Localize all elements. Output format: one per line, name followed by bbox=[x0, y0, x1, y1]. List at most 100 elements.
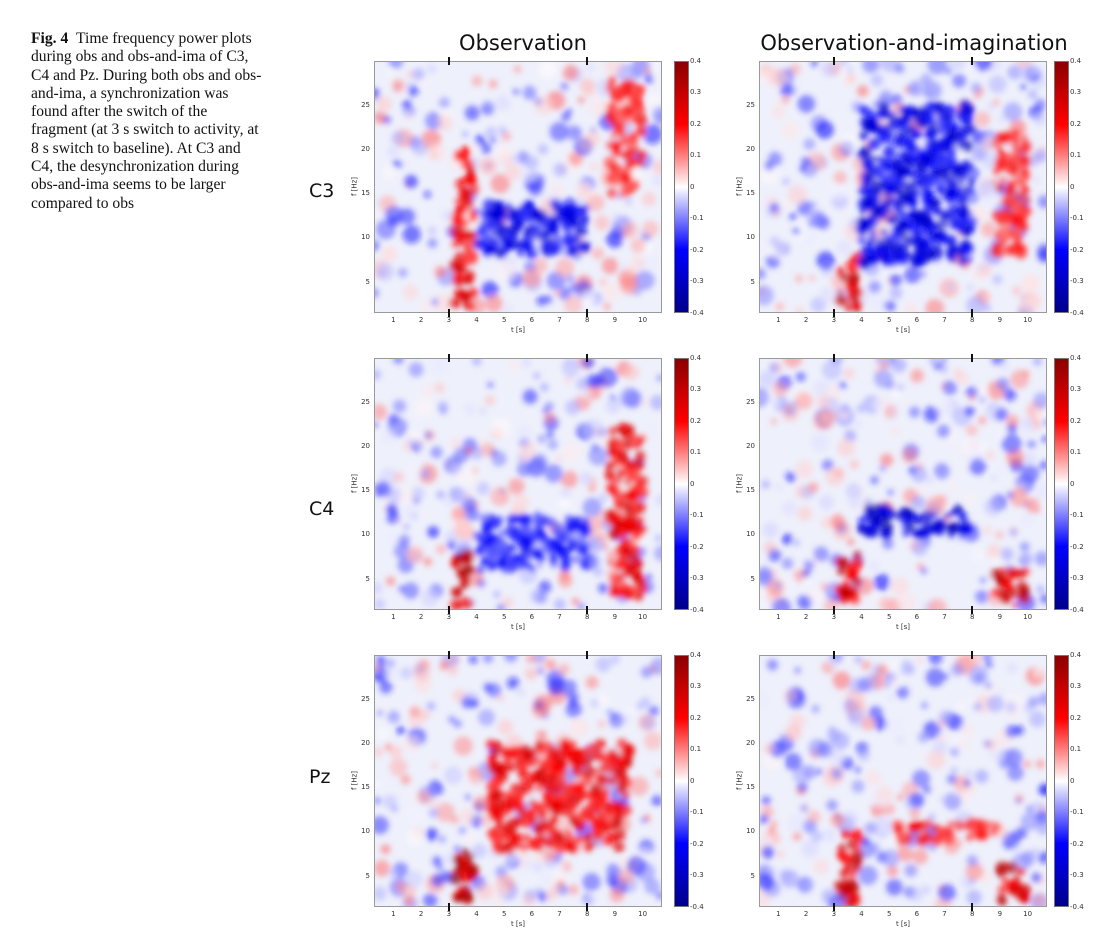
noise-blob bbox=[909, 792, 925, 808]
heatmap-plot-area bbox=[374, 655, 662, 907]
noise-blob bbox=[635, 270, 655, 290]
event-marker-bottom-3s bbox=[447, 309, 450, 317]
noise-blob bbox=[553, 598, 566, 610]
noise-blob bbox=[439, 407, 447, 415]
noise-blob bbox=[788, 212, 797, 221]
feature-blob-1 bbox=[884, 148, 890, 154]
x-tick-label: 4 bbox=[474, 613, 479, 621]
feature-blob-1 bbox=[956, 188, 963, 195]
noise-blob bbox=[374, 288, 379, 298]
noise-blob bbox=[386, 487, 403, 504]
noise-blob bbox=[1031, 872, 1042, 883]
noise-blob bbox=[604, 61, 624, 76]
feature-blob-2 bbox=[626, 444, 632, 450]
noise-blob bbox=[802, 575, 812, 585]
noise-blob bbox=[818, 286, 837, 305]
noise-blob bbox=[393, 471, 405, 483]
noise-blob bbox=[453, 719, 462, 728]
feature-blob-1 bbox=[526, 201, 534, 209]
noise-blob bbox=[382, 429, 396, 444]
feature-blob-1 bbox=[886, 122, 893, 128]
noise-blob bbox=[1037, 851, 1047, 864]
noise-blob bbox=[609, 887, 625, 903]
feature-blob-2 bbox=[630, 433, 637, 440]
noise-blob bbox=[1028, 696, 1039, 708]
feature-blob-1 bbox=[924, 175, 936, 188]
feature-blob-2 bbox=[614, 547, 621, 554]
noise-blob bbox=[1009, 488, 1029, 507]
noise-blob bbox=[883, 681, 891, 689]
feature-blob-0 bbox=[846, 568, 859, 581]
feature-blob-1 bbox=[597, 765, 605, 773]
noise-blob bbox=[1023, 760, 1032, 768]
noise-blob bbox=[402, 582, 420, 599]
noise-blob bbox=[532, 862, 543, 873]
noise-blob bbox=[516, 462, 532, 477]
feature-blob-1 bbox=[900, 506, 912, 518]
feature-blob-1 bbox=[933, 523, 946, 536]
noise-blob bbox=[785, 724, 802, 741]
noise-blob bbox=[375, 219, 396, 240]
colorbar-tick-label: -0.2 bbox=[1070, 245, 1084, 254]
noise-blob bbox=[965, 424, 978, 437]
feature-blob-1 bbox=[574, 820, 580, 827]
noise-blob bbox=[788, 185, 807, 205]
x-tick-label: 3 bbox=[831, 316, 837, 324]
feature-blob-0 bbox=[833, 880, 847, 893]
feature-blob-1 bbox=[598, 752, 611, 765]
colorbar-tick-label: -0.1 bbox=[1070, 511, 1084, 519]
noise-blob bbox=[772, 361, 785, 374]
feature-blob-0 bbox=[468, 566, 476, 574]
noise-blob bbox=[910, 369, 924, 383]
feature-blob-2 bbox=[622, 459, 629, 466]
noise-blob bbox=[816, 395, 830, 408]
feature-blob-1 bbox=[965, 526, 974, 535]
feature-blob-0 bbox=[461, 145, 470, 154]
x-tick-label: 7 bbox=[942, 910, 947, 918]
noise-blob bbox=[925, 668, 945, 687]
noise-blob bbox=[781, 121, 800, 140]
feature-blob-1 bbox=[485, 739, 496, 749]
noise-blob bbox=[946, 282, 955, 292]
noise-blob bbox=[965, 862, 984, 881]
feature-blob-2 bbox=[1001, 876, 1009, 885]
noise-blob bbox=[963, 655, 982, 669]
x-tick-label: 10 bbox=[1023, 613, 1033, 621]
noise-blob bbox=[785, 471, 797, 483]
noise-blob bbox=[830, 812, 845, 828]
x-tick-label: 2 bbox=[418, 613, 424, 621]
noise-blob bbox=[479, 813, 493, 827]
noise-blob bbox=[406, 546, 424, 564]
y-tick-label: 20 bbox=[361, 144, 370, 153]
noise-blob bbox=[935, 400, 953, 418]
noise-blob bbox=[602, 302, 611, 311]
feature-blob-1 bbox=[578, 749, 587, 757]
feature-blob-0 bbox=[838, 585, 852, 598]
noise-blob bbox=[942, 380, 958, 396]
noise-blob bbox=[652, 159, 662, 176]
feature-blob-1 bbox=[858, 221, 871, 234]
feature-blob-2 bbox=[612, 453, 620, 461]
feature-blob-1 bbox=[536, 231, 548, 242]
feature-blob-2 bbox=[1009, 152, 1020, 163]
feature-blob-2 bbox=[614, 558, 627, 571]
feature-blob-1 bbox=[621, 774, 629, 781]
feature-blob-2 bbox=[1009, 568, 1021, 579]
noise-blob bbox=[837, 438, 855, 457]
feature-blob-1 bbox=[958, 179, 965, 186]
noise-blob bbox=[813, 546, 829, 562]
heatmap-svg bbox=[759, 655, 1047, 907]
x-tick-label: 6 bbox=[529, 613, 535, 621]
noise-blob bbox=[389, 758, 408, 777]
feature-blob-1 bbox=[484, 244, 496, 256]
feature-blob-1 bbox=[559, 808, 566, 816]
noise-blob bbox=[923, 87, 934, 98]
noise-blob bbox=[560, 82, 569, 91]
noise-blob bbox=[571, 597, 580, 606]
feature-blob-1 bbox=[543, 781, 550, 787]
feature-blob-1 bbox=[534, 757, 541, 764]
noise-blob bbox=[476, 882, 494, 900]
noise-blob bbox=[996, 377, 1010, 391]
feature-blob-1 bbox=[549, 761, 562, 774]
caption-label: Fig. 4 bbox=[31, 30, 69, 47]
